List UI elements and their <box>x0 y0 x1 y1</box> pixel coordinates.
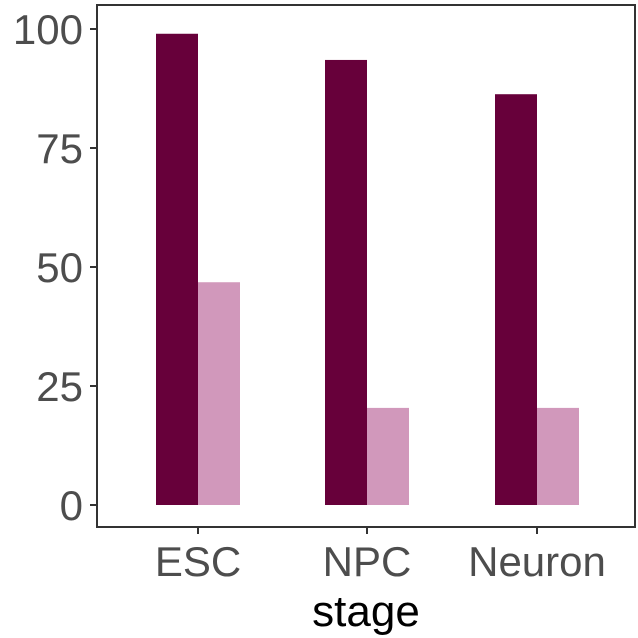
bar-esc-series-1 <box>156 33 198 505</box>
bar-npc-series-1 <box>325 59 367 505</box>
x-axis-title: stage <box>312 587 420 636</box>
y-tick-label-100: 100 <box>13 6 83 53</box>
x-tick-label-neuron: Neuron <box>468 538 606 585</box>
y-axis: 0 25 50 75 100 <box>13 6 97 529</box>
y-tick-label-50: 50 <box>36 244 83 291</box>
bar-esc-series-2 <box>198 282 240 505</box>
bar-neuron-series-2 <box>537 407 579 505</box>
x-axis: ESC NPC Neuron <box>155 527 606 585</box>
bar-neuron-series-1 <box>495 94 537 505</box>
y-tick-label-25: 25 <box>36 363 83 410</box>
y-tick-label-0: 0 <box>60 482 83 529</box>
x-tick-label-esc: ESC <box>155 538 241 585</box>
bars-group <box>156 33 579 505</box>
y-tick-label-75: 75 <box>36 125 83 172</box>
x-tick-label-npc: NPC <box>323 538 412 585</box>
bar-npc-series-2 <box>367 407 409 505</box>
